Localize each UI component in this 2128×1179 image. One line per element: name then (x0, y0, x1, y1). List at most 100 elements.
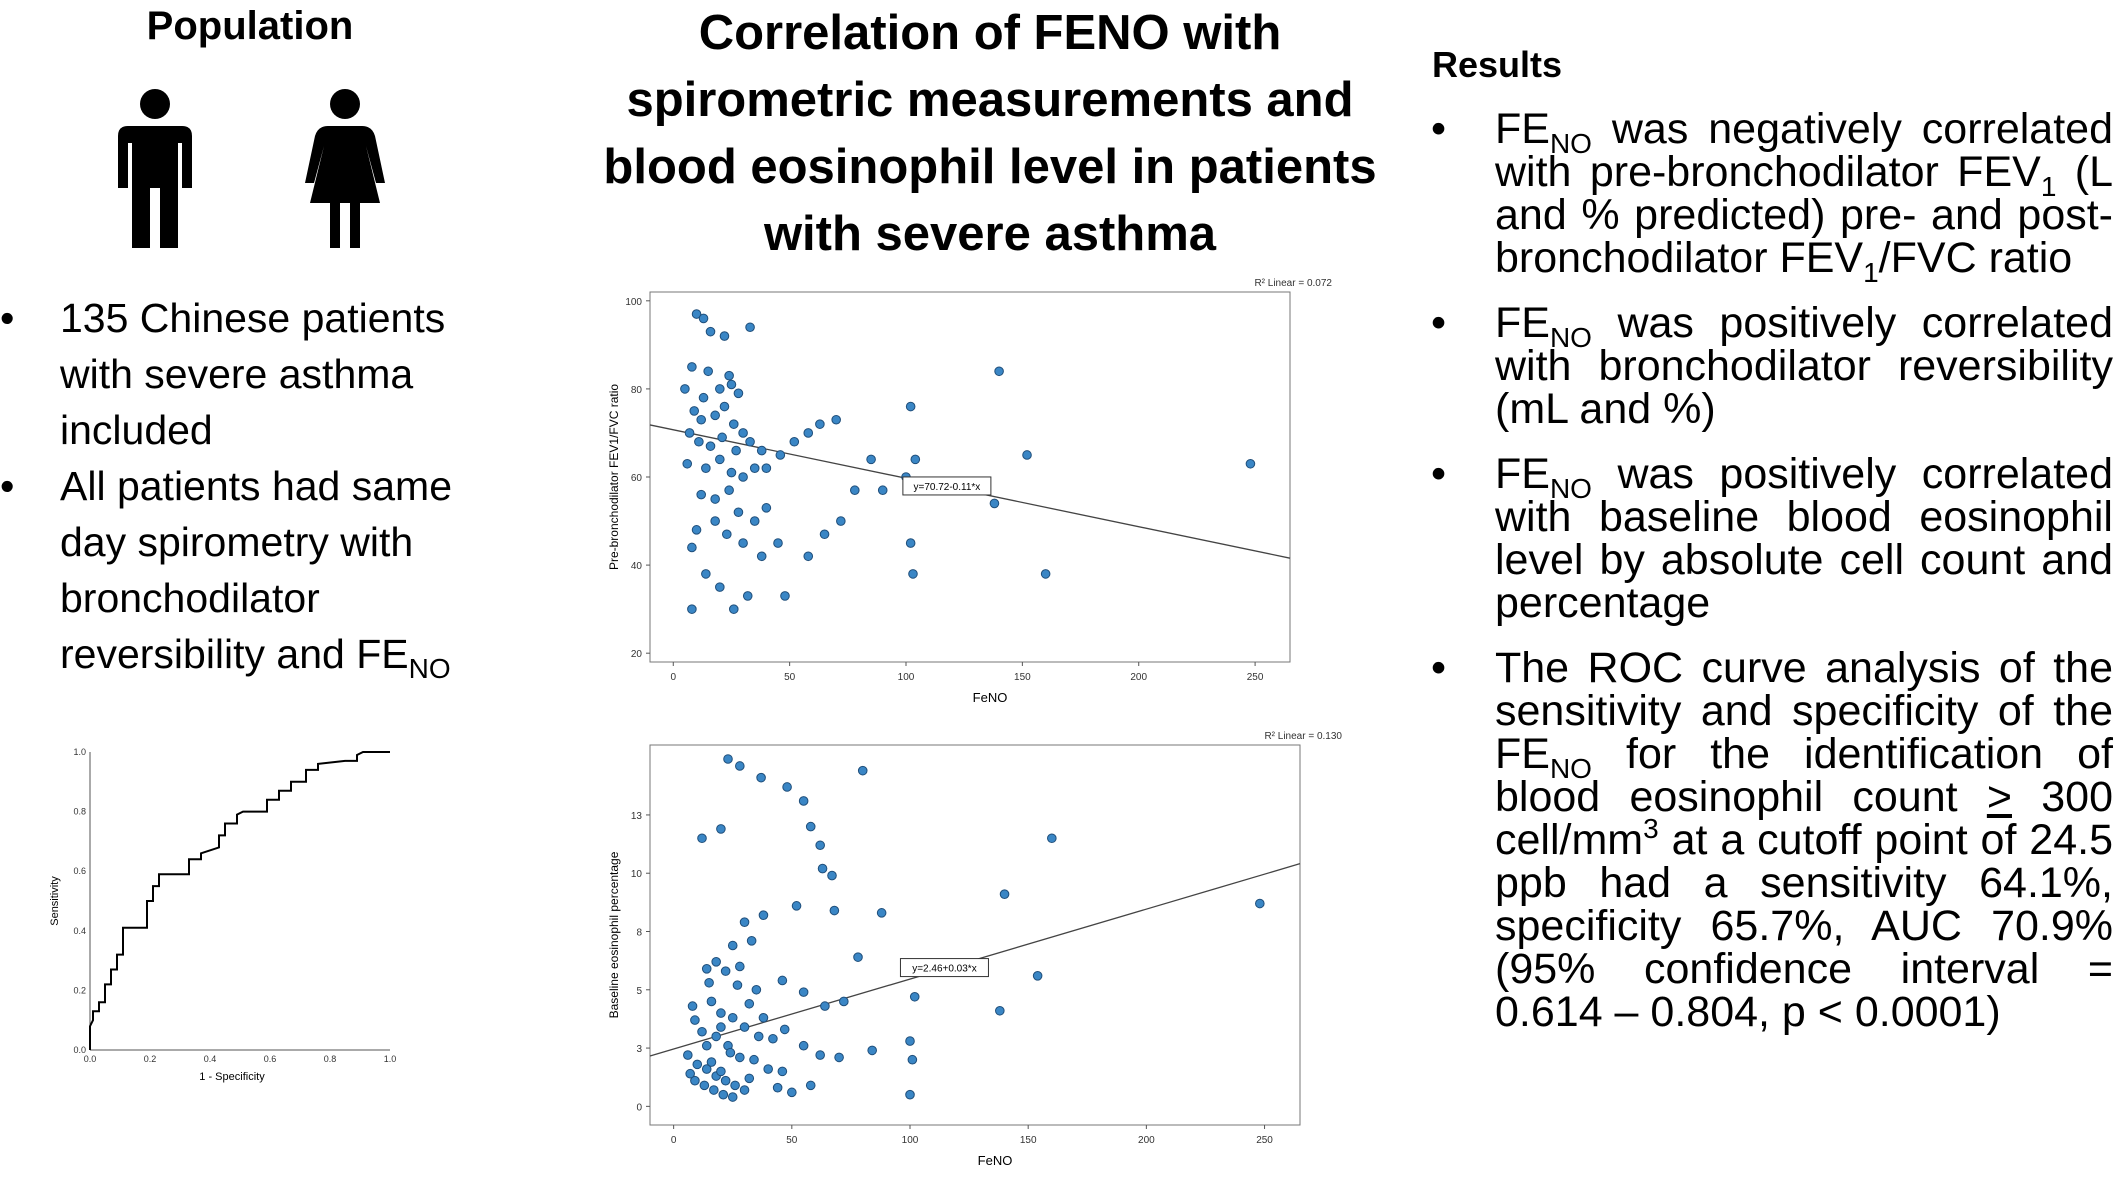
data-point (682, 458, 693, 469)
x-tick-label: 100 (902, 1135, 919, 1146)
data-point (775, 450, 786, 460)
data-point (836, 516, 846, 526)
data-point (758, 910, 769, 920)
y-tick-label: 8 (636, 928, 642, 939)
data-point (803, 428, 814, 438)
data-point (701, 1040, 712, 1051)
data-point (710, 410, 720, 421)
data-point (739, 1085, 750, 1095)
data-point (703, 366, 713, 377)
results-item: • FENO was positively correlated with bro… (1431, 299, 2113, 433)
data-point (994, 366, 1004, 377)
data-point (1245, 458, 1256, 469)
data-point (727, 1092, 738, 1102)
data-point (1255, 898, 1265, 909)
data-point (733, 388, 744, 399)
data-point (763, 1064, 773, 1074)
plot-frame (649, 744, 1301, 1126)
data-point (723, 754, 733, 764)
data-point (745, 436, 755, 447)
x-tick-label: 0 (670, 672, 676, 683)
data-point (746, 936, 757, 946)
data-point (733, 507, 744, 518)
data-point (905, 1036, 915, 1046)
data-point (698, 392, 709, 403)
data-point (696, 414, 706, 425)
y-tick-label: 10 (631, 869, 643, 880)
data-point (717, 432, 727, 443)
y-tick-label: 0.2 (73, 985, 86, 995)
data-point (867, 1045, 877, 1056)
data-point (710, 516, 720, 526)
data-point (683, 1050, 693, 1060)
roc-curve-line (89, 751, 390, 1050)
data-point (716, 1066, 726, 1077)
data-point (817, 863, 828, 874)
data-point (815, 840, 825, 851)
data-point (706, 1057, 717, 1067)
data-point (711, 1031, 721, 1042)
data-point (827, 870, 837, 881)
data-point (726, 467, 737, 478)
data-point (701, 569, 711, 579)
data-point (1032, 970, 1043, 981)
data-point (731, 445, 741, 456)
data-point (738, 472, 748, 482)
data-point (728, 419, 739, 429)
data-point (905, 401, 916, 412)
x-tick-label: 0.8 (324, 1054, 337, 1064)
data-point (680, 384, 690, 394)
data-point (758, 1012, 769, 1023)
data-point (739, 917, 750, 927)
data-point (698, 313, 709, 324)
y-tick-label: 80 (631, 385, 643, 396)
data-point (768, 1033, 778, 1044)
data-point (730, 1080, 740, 1091)
data-point (687, 1001, 698, 1011)
data-point (910, 454, 921, 465)
data-point (718, 1089, 729, 1100)
data-point (697, 1026, 707, 1037)
data-point (815, 1050, 825, 1060)
results-item: • FENO was negatively correlated with pre… (1431, 105, 2113, 288)
data-point (687, 542, 697, 553)
results-title: Results (1432, 44, 1563, 85)
data-point (805, 1080, 816, 1091)
woman-icon (305, 89, 385, 248)
y-axis-label: Baseline eosinophil percentage (607, 851, 621, 1018)
y-tick-label: 60 (631, 473, 643, 484)
data-point (831, 414, 841, 425)
data-point (720, 966, 731, 976)
equation-box (899, 958, 989, 978)
data-point (727, 1012, 738, 1023)
data-point (815, 419, 825, 429)
data-point (756, 445, 767, 456)
data-point (701, 964, 712, 974)
data-point (710, 494, 720, 504)
data-point (694, 436, 704, 447)
data-point (853, 952, 863, 962)
data-point (876, 908, 887, 918)
equation-label: y=70.72-0.11*x (913, 482, 980, 493)
data-point (728, 604, 739, 614)
y-axis-label: Sensitivity (49, 876, 61, 926)
data-point (719, 331, 730, 341)
x-tick-label: 250 (1247, 672, 1264, 683)
y-tick-label: 100 (625, 297, 642, 308)
data-point (791, 901, 802, 911)
data-point (701, 463, 711, 473)
y-tick-label: 20 (631, 649, 643, 660)
data-point (696, 489, 706, 500)
data-point (692, 1059, 703, 1070)
data-point (735, 1052, 745, 1063)
data-point (907, 1054, 918, 1065)
y-tick-label: 13 (631, 811, 643, 822)
man-icon (118, 89, 192, 248)
roc-curve-chart: 0.0 0.2 0.4 0.6 0.8 1.0 0.0 0.2 0.4 0.6 0.8 1.0 1 - … (49, 747, 396, 1083)
data-point (726, 379, 737, 390)
data-point (724, 485, 734, 496)
data-point (735, 961, 745, 972)
data-point (805, 821, 816, 832)
data-point (820, 1001, 830, 1011)
data-point (999, 889, 1010, 900)
